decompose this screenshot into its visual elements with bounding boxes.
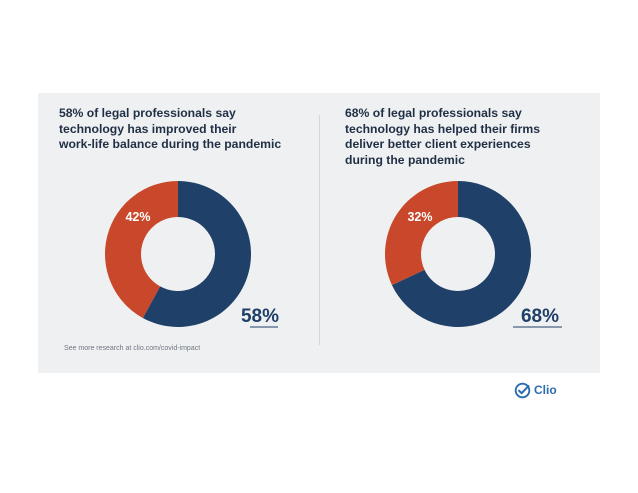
chart-title-right: 68% of legal professionals say technolog…: [345, 106, 541, 167]
data-label-main: 68%: [521, 306, 559, 327]
chart-title-left: 58% of legal professionals say technolog…: [59, 106, 282, 151]
slice-other: [105, 181, 178, 318]
research-footnote: See more research at clio.com/covid-impa…: [64, 345, 201, 352]
donut-chart-left: 42% 58%: [105, 181, 279, 328]
slice-main: [142, 181, 252, 327]
panel-divider: [319, 115, 320, 345]
slice-main: [391, 181, 531, 327]
data-label-other: 42%: [125, 210, 150, 224]
slice-other: [385, 181, 458, 286]
data-label-other: 32%: [407, 210, 432, 224]
check-circle-icon: [514, 382, 531, 398]
brand-name: Clio: [534, 383, 557, 397]
clio-logo: Clio: [514, 380, 557, 400]
donut-chart-right: 32% 68%: [385, 181, 562, 328]
data-label-main: 58%: [241, 306, 279, 327]
